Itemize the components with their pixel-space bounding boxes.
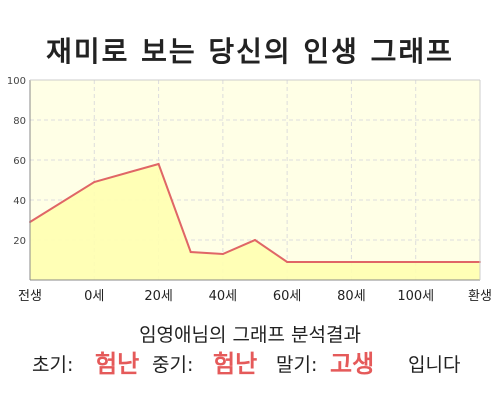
x-tick-label: 80세 [337,289,366,304]
data-point [93,181,96,183]
mid-stage-label: 중기: [152,354,194,376]
y-tick-label: 80 [13,116,26,127]
x-tick-label: 40세 [209,289,238,304]
y-tick-label: 100 [7,76,26,87]
x-tick-label: 60세 [273,289,302,304]
y-tick-label: 20 [13,236,26,247]
x-tick-label: 20세 [144,289,173,304]
mid-stage-value: 험난 [213,350,258,378]
area-fill [30,164,480,280]
x-tick-label: 전생 [18,289,42,304]
y-tick-label: 40 [13,196,26,207]
data-point [189,251,192,253]
chart-title: 재미로 보는 당신의 인생 그래프 [46,35,454,68]
series-line [29,162,480,263]
data-point [286,261,289,263]
analysis-result: 초기: 험난 중기: 험난 말기: 고생 입니다 [0,346,500,386]
x-tick-label: 0세 [84,289,104,304]
x-tick-label: 100세 [397,289,434,304]
result-suffix: 입니다 [408,354,461,376]
data-point [254,239,256,241]
data-point [157,163,160,165]
y-tick-label: 60 [13,156,26,167]
data-point [221,253,224,255]
life-graph-chart: 20 40 60 80 100 전생 0세 20세 40세 60세 80세 100세 환생 [7,76,492,304]
early-stage-label: 초기: [32,354,74,376]
x-tick-label: 환생 [468,289,492,304]
early-stage-value: 험난 [95,350,140,378]
late-stage-value: 고생 [330,350,375,378]
analysis-subtitle: 임영애님의 그래프 분석결과 [139,324,361,346]
late-stage-label: 말기: [276,354,318,376]
